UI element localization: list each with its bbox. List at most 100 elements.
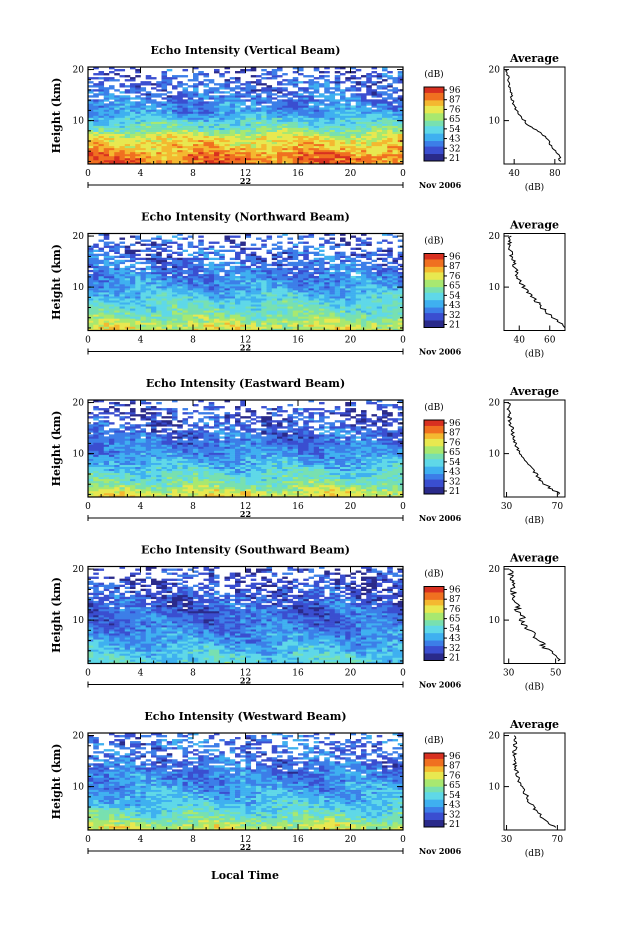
heatmap-cell [161, 302, 168, 305]
heatmap-cell [387, 103, 393, 106]
heatmap-cell [161, 79, 168, 82]
heatmap-cell [182, 153, 189, 157]
heatmap-cell [340, 302, 346, 305]
heatmap-cell [177, 135, 183, 139]
heatmap-cell [135, 103, 141, 106]
heatmap-cell [182, 314, 189, 317]
heatmap-cell [245, 151, 252, 155]
heatmap-cell [229, 316, 236, 319]
heatmap-cell [219, 133, 225, 137]
heatmap-cell [287, 310, 294, 313]
heatmap-cell [256, 151, 262, 155]
heatmap-cell [93, 269, 99, 273]
heatmap-cell [287, 131, 294, 134]
heatmap-cell [93, 129, 99, 132]
heatmap-cell [229, 117, 236, 120]
heatmap-cell [308, 97, 315, 100]
heatmap-cell [182, 141, 189, 145]
heatmap-cell [166, 255, 173, 259]
heatmap-cell [166, 277, 173, 281]
heatmap-cell [172, 75, 178, 78]
colorbar-segment [424, 125, 444, 129]
heatmap-cell [397, 71, 404, 74]
heatmap-cell [250, 314, 257, 317]
heatmap-cell [340, 300, 346, 303]
heatmap-cell [313, 161, 320, 165]
heatmap-cell [282, 127, 288, 130]
heatmap-cell [277, 153, 283, 157]
heatmap-cell [214, 139, 220, 143]
heatmap-cell [177, 123, 183, 126]
heatmap-cell [156, 314, 162, 317]
heatmap-cell [240, 143, 246, 147]
heatmap-cell [208, 251, 215, 255]
heatmap-cell [161, 304, 168, 307]
heatmap-cell [140, 93, 147, 96]
heatmap-cell [376, 115, 383, 118]
heatmap-cell [208, 127, 215, 130]
heatmap-cell [130, 79, 136, 82]
heatmap-cell [329, 275, 336, 279]
heatmap-cell [161, 243, 168, 246]
heatmap-cell [256, 286, 262, 289]
heatmap-cell [156, 101, 162, 104]
heatmap-cell [229, 87, 236, 90]
heatmap-cell [172, 101, 178, 104]
heatmap-cell [203, 105, 210, 108]
heatmap-cell [366, 279, 372, 283]
heatmap-cell [282, 300, 288, 303]
heatmap-cell [397, 239, 404, 242]
heatmap-cell [98, 286, 105, 289]
heatmap-cell [282, 87, 288, 90]
heatmap-cell [93, 306, 99, 309]
heatmap-cell [208, 322, 215, 325]
heatmap-cell [256, 269, 262, 273]
heatmap-cell [235, 296, 241, 299]
heatmap-cell [166, 308, 173, 311]
heatmap-cell [214, 147, 220, 151]
heatmap-cell [329, 296, 336, 299]
heatmap-cell [397, 113, 404, 116]
heatmap-cell [240, 302, 246, 305]
heatmap-cell [103, 91, 110, 94]
heatmap-cell [287, 83, 294, 86]
heatmap-cell [245, 282, 252, 285]
heatmap-cell [214, 294, 220, 297]
heatmap-cell [124, 117, 131, 120]
heatmap-cell [387, 288, 393, 291]
heatmap-cell [319, 294, 325, 297]
heatmap-cell [124, 145, 131, 149]
heatmap-cell [355, 304, 362, 307]
heatmap-cell [229, 151, 236, 155]
heatmap-cell [172, 159, 178, 163]
heatmap-cell [350, 109, 357, 112]
heatmap-cell [235, 292, 241, 295]
heatmap-cell [109, 149, 115, 153]
heatmap-cell [240, 300, 246, 303]
heatmap-cell [250, 243, 257, 246]
heatmap-cell [98, 115, 105, 118]
heatmap-cell [240, 267, 246, 271]
heatmap-cell [355, 155, 362, 159]
heatmap-cell [303, 308, 309, 311]
heatmap-cell [219, 316, 225, 319]
heatmap-cell [361, 119, 367, 122]
heatmap-cell [261, 113, 267, 116]
colorbar-segment [424, 109, 444, 112]
heatmap-cell [355, 117, 362, 120]
heatmap-cell [371, 139, 378, 143]
heatmap-cell [166, 292, 173, 295]
heatmap-cell [324, 275, 330, 279]
heatmap-cell [355, 324, 362, 327]
heatmap-cell [161, 247, 168, 250]
heatmap-cell [166, 105, 173, 108]
heatmap-cell [229, 145, 236, 149]
heatmap-cell [366, 320, 372, 323]
heatmap-cell [187, 245, 194, 248]
heatmap-cell [229, 304, 236, 307]
heatmap-cell [208, 306, 215, 309]
heatmap-cell [240, 147, 246, 151]
heatmap-cell [93, 67, 99, 70]
heatmap-cell [177, 91, 183, 94]
heatmap-cell [266, 71, 273, 74]
